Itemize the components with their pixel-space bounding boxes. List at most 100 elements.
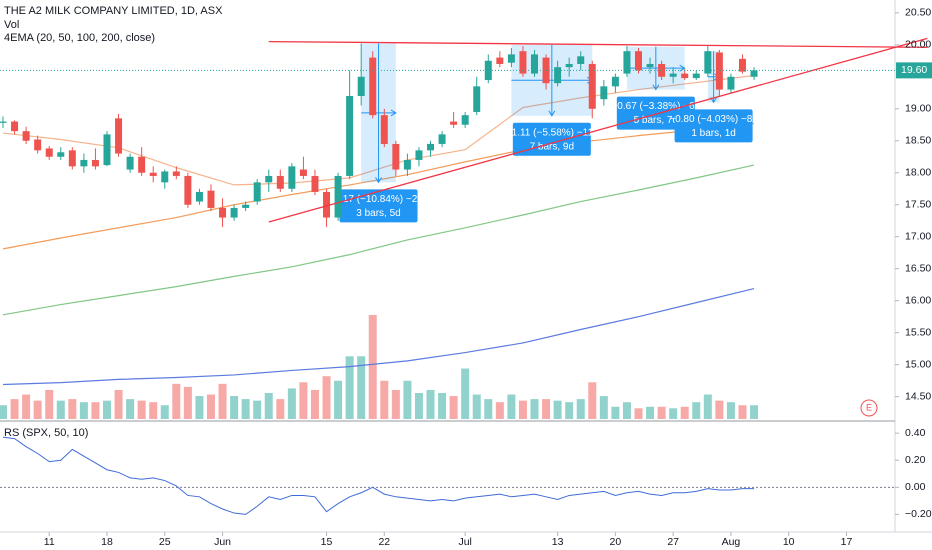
candle-body bbox=[473, 86, 481, 112]
candle-body bbox=[461, 115, 469, 125]
candle-body bbox=[738, 58, 746, 72]
candle-body bbox=[103, 134, 111, 166]
volume-bar bbox=[518, 400, 527, 419]
x-tick-label: 22 bbox=[378, 536, 390, 548]
candle-body bbox=[427, 143, 435, 151]
volume-bar bbox=[726, 402, 735, 419]
candle-body bbox=[669, 73, 677, 77]
candle-body bbox=[115, 118, 123, 154]
candle-body bbox=[507, 54, 515, 63]
candle-body bbox=[172, 171, 180, 176]
ema-label: 4EMA (20, 50, 100, 200, close) bbox=[4, 32, 155, 44]
volume-bar bbox=[553, 400, 562, 419]
chart-title: THE A2 MILK COMPANY LIMITED, 1D, ASX bbox=[4, 5, 223, 17]
candle-body bbox=[195, 191, 203, 202]
volume-bar bbox=[530, 399, 539, 419]
candle-body bbox=[149, 172, 157, 176]
x-tick-label: 25 bbox=[159, 536, 171, 548]
y-tick-label: 18.00 bbox=[905, 167, 931, 179]
volume-bar bbox=[0, 405, 8, 419]
measure-arrow bbox=[626, 46, 686, 91]
volume-bar bbox=[576, 399, 585, 419]
candle-body bbox=[265, 175, 273, 183]
volume-bar bbox=[114, 389, 123, 419]
measure-label: −0.80 (−4.03%) −80 bbox=[669, 114, 758, 125]
candle-body bbox=[750, 70, 758, 77]
candle-body bbox=[727, 76, 735, 90]
trendline bbox=[268, 37, 928, 223]
volume-bar bbox=[172, 383, 181, 419]
volume-bar bbox=[703, 394, 712, 419]
candle-body bbox=[334, 175, 342, 218]
volume-bar bbox=[391, 389, 400, 419]
candle-body bbox=[611, 76, 619, 87]
volume-bar bbox=[45, 389, 54, 419]
y-tick-label: 0.20 bbox=[905, 454, 926, 466]
candle-body bbox=[357, 76, 365, 96]
rs-label: RS (SPX, 50, 10) bbox=[4, 427, 88, 439]
x-tick-label: Jul bbox=[458, 536, 471, 548]
volume-bar bbox=[102, 400, 111, 419]
volume-bar bbox=[183, 386, 192, 419]
measure-detail: 7 bars, 9d bbox=[530, 141, 574, 152]
candle-body bbox=[519, 51, 527, 74]
volume-bar bbox=[310, 389, 319, 419]
candle-body bbox=[91, 159, 99, 167]
candle-body bbox=[577, 56, 585, 64]
volume-bar bbox=[449, 396, 458, 419]
candle-body bbox=[299, 169, 307, 176]
measure-label: −1.11 (−5.58%) −111 bbox=[506, 127, 598, 138]
candle-body bbox=[369, 57, 377, 116]
candle-body bbox=[600, 86, 608, 100]
y-tick-label: 20.50 bbox=[905, 7, 931, 19]
volume-bar bbox=[218, 383, 227, 419]
y-tick-label: 0.40 bbox=[905, 427, 926, 439]
candle-body bbox=[22, 131, 30, 141]
candle-body bbox=[253, 182, 261, 202]
volume-bar bbox=[241, 399, 250, 419]
volume-bar bbox=[276, 399, 285, 419]
measure-label-box bbox=[512, 122, 591, 156]
earnings-icon bbox=[860, 399, 878, 417]
candle-body bbox=[207, 190, 215, 208]
candle-body bbox=[68, 150, 76, 167]
x-tick-label: 27 bbox=[667, 536, 679, 548]
volume-bar bbox=[715, 400, 724, 419]
y-tick-label: 19.00 bbox=[905, 103, 931, 115]
candle-body bbox=[554, 67, 562, 84]
volume-bar bbox=[646, 406, 655, 419]
y-tick-label: 17.50 bbox=[905, 199, 931, 211]
trendline bbox=[268, 40, 928, 48]
volume-bar bbox=[299, 382, 308, 419]
candle-body bbox=[219, 207, 227, 218]
candle-body bbox=[288, 166, 296, 189]
x-tick-label: 17 bbox=[841, 536, 853, 548]
x-tick-label: 11 bbox=[44, 536, 55, 548]
y-tick-label: 0.00 bbox=[905, 481, 926, 493]
candle-body bbox=[161, 171, 169, 183]
volume-bar bbox=[588, 382, 597, 419]
candle-body bbox=[715, 52, 723, 90]
plot-area: −2.17 (−10.84%) −217 3 bars, 5d −1.11 (−5.… bbox=[0, 12, 928, 536]
volume-bar bbox=[599, 396, 608, 419]
volume-bar bbox=[738, 405, 747, 419]
candle-body bbox=[496, 57, 504, 64]
volume-bar bbox=[357, 356, 366, 419]
volume-bar bbox=[253, 400, 262, 419]
y-tick-label: 18.50 bbox=[905, 135, 931, 147]
measure-label: −2.17 (−10.84%) −217 bbox=[329, 194, 429, 205]
last-price-label: 19.60 bbox=[901, 64, 927, 76]
candle-body bbox=[392, 143, 400, 170]
y-tick-label: 15.50 bbox=[905, 326, 931, 338]
x-tick-label: 18 bbox=[101, 536, 113, 548]
volume-bar bbox=[322, 376, 331, 419]
candle-body bbox=[415, 150, 423, 160]
volume-bar bbox=[380, 380, 389, 419]
x-tick-label: 10 bbox=[783, 536, 795, 548]
volume-bar bbox=[160, 405, 169, 419]
volume-label: Vol bbox=[4, 19, 19, 31]
volume-bar bbox=[461, 368, 470, 419]
volume-bar bbox=[33, 400, 42, 419]
